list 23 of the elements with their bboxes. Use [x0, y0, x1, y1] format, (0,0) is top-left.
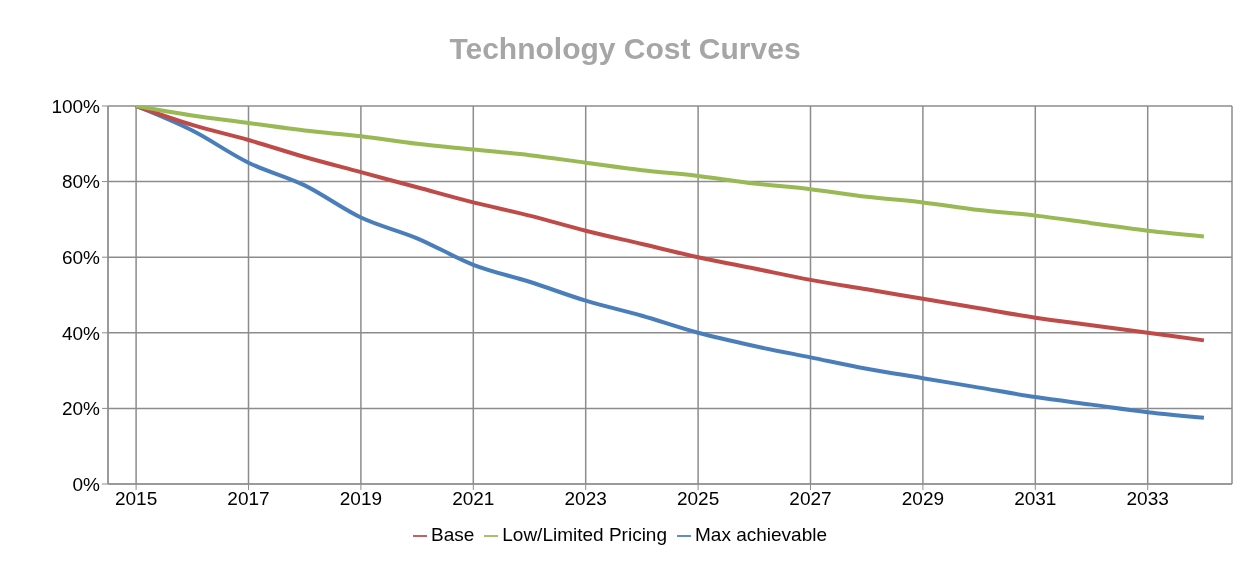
- legend-label: Low/Limited Pricing: [502, 524, 668, 545]
- y-tick-label: 80%: [61, 171, 101, 193]
- y-tick-label: 0%: [72, 473, 101, 495]
- legend-label: Base: [430, 524, 475, 545]
- x-tick-label: 2017: [227, 488, 270, 510]
- x-tick-label: 2019: [339, 488, 383, 510]
- x-tick-label: 2025: [676, 488, 720, 510]
- x-tick-label: 2027: [789, 488, 832, 510]
- y-tick-label: 20%: [61, 398, 101, 420]
- y-tick-label: 40%: [61, 322, 101, 344]
- x-tick-label: 2029: [901, 488, 945, 510]
- legend-label: Max achievable: [695, 524, 828, 545]
- line-series: [134, 106, 1206, 343]
- x-tick-label: 2033: [1126, 488, 1169, 510]
- x-tick-label: 2023: [564, 488, 607, 510]
- x-tick-label: 2021: [452, 488, 495, 510]
- y-tick-label: 60%: [61, 246, 101, 268]
- x-tick-label: 2015: [114, 488, 158, 510]
- line-series: [134, 106, 1206, 420]
- x-tick-label: 2031: [1014, 488, 1057, 510]
- y-tick-label: 100%: [51, 95, 101, 117]
- chart-title: Technology Cost Curves: [448, 31, 802, 67]
- line-series: [134, 106, 1206, 239]
